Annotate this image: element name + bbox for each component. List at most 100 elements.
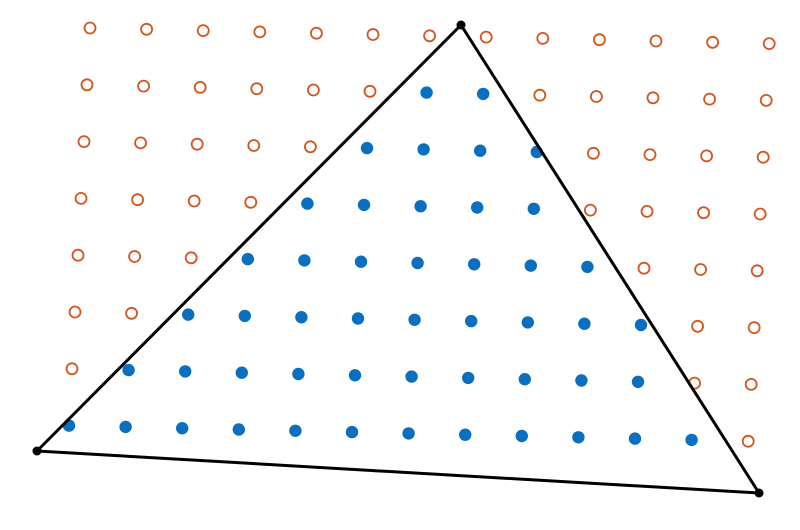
inside-sample-point [122, 363, 135, 377]
outside-sample-point [593, 33, 606, 47]
inside-sample-point [176, 422, 189, 435]
outside-sample-point [303, 140, 317, 154]
outside-sample-point [762, 37, 776, 50]
inside-sample-point [405, 370, 418, 383]
outside-sample-point [244, 195, 258, 209]
inside-sample-point [417, 143, 430, 156]
triangle-edge-bottom [35, 449, 761, 495]
inside-sample-point [459, 428, 472, 441]
inside-sample-point [235, 366, 248, 379]
outside-sample-point [646, 91, 660, 105]
outside-sample-point [128, 250, 142, 263]
outside-sample-point [750, 264, 764, 278]
outside-sample-point [68, 305, 82, 319]
outside-sample-point [306, 83, 320, 97]
inside-sample-point [119, 420, 132, 434]
outside-sample-point [83, 21, 97, 35]
outside-sample-point [184, 251, 198, 265]
inside-sample-point [241, 252, 254, 266]
outside-sample-point [253, 25, 267, 39]
inside-sample-point [348, 369, 362, 382]
inside-sample-point [289, 424, 302, 437]
inside-sample-point [182, 308, 195, 321]
outside-sample-point [423, 29, 437, 43]
outside-sample-point [694, 263, 707, 276]
inside-sample-point [581, 260, 594, 274]
inside-sample-point [301, 197, 314, 210]
inside-sample-point [521, 316, 534, 329]
inside-sample-point [578, 317, 591, 330]
outside-sample-point [196, 24, 210, 38]
inside-sample-point [515, 429, 528, 443]
outside-sample-point [193, 81, 207, 94]
outside-sample-point [700, 149, 713, 163]
outside-sample-point [309, 26, 323, 40]
outside-sample-point [649, 34, 663, 48]
inside-sample-point [518, 373, 531, 386]
outside-sample-point [691, 319, 704, 333]
triangle-vertex-right [754, 488, 764, 498]
outside-sample-point [74, 191, 88, 205]
triangle-vertex-left [32, 446, 42, 456]
inside-sample-point [179, 365, 192, 378]
outside-sample-point [533, 88, 547, 102]
inside-sample-point [408, 313, 421, 326]
triangle-edge-left [35, 23, 463, 453]
inside-sample-point [402, 427, 415, 440]
inside-sample-point [474, 144, 487, 157]
outside-sample-point [753, 207, 767, 221]
inside-sample-point [471, 201, 484, 214]
outside-sample-point [137, 79, 151, 93]
inside-sample-point [524, 259, 537, 272]
inside-sample-point [685, 433, 698, 447]
inside-sample-point [295, 311, 308, 324]
inside-sample-point [351, 312, 365, 325]
outside-sample-point [747, 321, 761, 335]
inside-sample-point [628, 432, 642, 445]
inside-sample-point [292, 367, 305, 381]
inside-sample-point [354, 255, 368, 268]
inside-sample-point [462, 371, 475, 385]
outside-sample-point [80, 78, 94, 92]
inside-sample-point [232, 423, 245, 436]
inside-sample-point [634, 318, 648, 332]
inside-sample-point [477, 87, 490, 101]
inside-sample-point [420, 86, 433, 99]
outside-sample-point [190, 137, 204, 151]
inside-sample-point [631, 375, 645, 388]
outside-sample-point [640, 204, 654, 218]
outside-sample-point [706, 35, 719, 49]
triangle-vertex-top [456, 20, 466, 30]
sample-points [62, 21, 776, 448]
outside-sample-point [187, 194, 201, 208]
outside-sample-point [643, 148, 657, 162]
outside-sample-point [697, 206, 710, 220]
inside-sample-point [357, 198, 371, 212]
outside-sample-point [637, 261, 651, 275]
triangle [32, 20, 764, 498]
outside-sample-point [134, 136, 148, 150]
inside-sample-point [345, 425, 359, 439]
outside-sample-point [247, 139, 261, 152]
outside-sample-point [71, 248, 85, 262]
outside-sample-point [590, 90, 603, 103]
outside-sample-point [250, 82, 264, 96]
inside-sample-point [298, 254, 311, 267]
outside-sample-point [584, 203, 597, 217]
outside-sample-point [77, 135, 91, 149]
outside-sample-point [131, 193, 145, 207]
outside-sample-point [479, 30, 493, 44]
outside-sample-point [140, 22, 154, 36]
outside-sample-point [741, 434, 755, 448]
outside-sample-point [65, 362, 79, 376]
inside-sample-point [414, 200, 427, 213]
outside-sample-point [363, 84, 377, 98]
inside-sample-point [575, 374, 588, 387]
outside-sample-point [756, 150, 770, 164]
inside-sample-point [238, 309, 251, 323]
outside-sample-point [744, 377, 758, 391]
inside-sample-point [527, 202, 540, 215]
triangle-edge-right [459, 23, 761, 495]
outside-sample-point [536, 32, 550, 45]
